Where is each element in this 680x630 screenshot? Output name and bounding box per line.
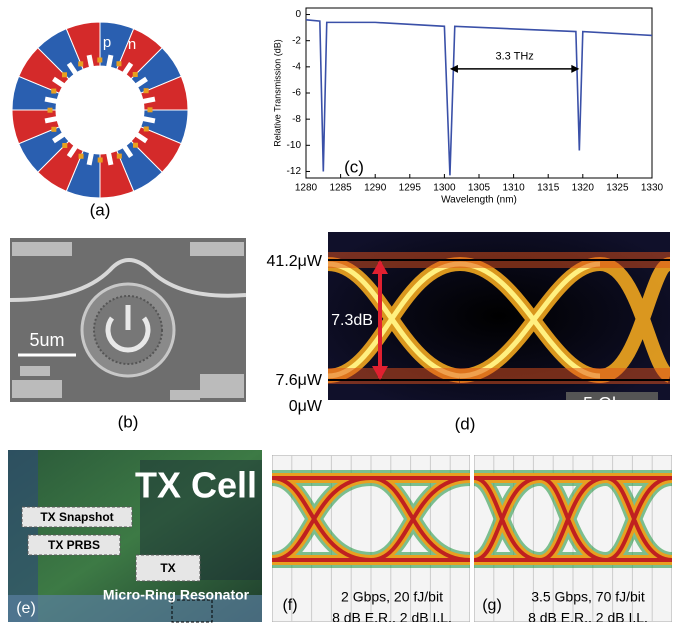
contact-pad [62, 143, 67, 148]
contact-finger [137, 117, 155, 121]
contact-finger [107, 147, 111, 165]
y-axis-label: Relative Transmission (dB) [272, 39, 282, 147]
panel-label: (b) [118, 412, 139, 431]
level-label: 41.2μW [267, 253, 323, 270]
contact-pad [48, 108, 53, 113]
eye-caption: 2 Gbps, 20 fJ/bit [341, 589, 443, 605]
spectrum-line [306, 20, 652, 176]
contact-finger [45, 99, 63, 103]
x-tick-label: 1310 [502, 183, 525, 194]
level-label: 0μW [289, 398, 323, 415]
eye-caption: 8 dB E.R., 2 dB I.L. [528, 610, 648, 625]
contact-finger [137, 99, 155, 103]
chip-title: TX Cell [135, 465, 257, 506]
x-tick-label: 1325 [606, 183, 629, 194]
y-tick-label: 0 [295, 9, 301, 20]
level-label: 7.6μW [275, 372, 322, 389]
contact-pad [133, 72, 138, 77]
panel-label: (c) [344, 157, 364, 176]
x-tick-label: 1330 [641, 183, 664, 194]
contact-finger [45, 117, 63, 121]
contact-pad [116, 61, 121, 66]
x-tick-label: 1320 [572, 183, 595, 194]
x-tick-label: 1295 [399, 183, 422, 194]
block-label: TX Snapshot [40, 510, 113, 524]
y-tick-label: -6 [292, 88, 301, 99]
panel-label: (f) [282, 597, 297, 614]
n-label: n [128, 36, 136, 53]
panel-label: (a) [90, 200, 111, 219]
contact-finger [89, 55, 93, 73]
contact-pad [79, 154, 84, 159]
contact-pad [51, 89, 56, 94]
ring-core [56, 66, 144, 154]
contact-pad [133, 143, 138, 148]
x-tick-label: 1300 [433, 183, 456, 194]
block-label: TX [160, 561, 175, 575]
contact-pad [144, 88, 149, 93]
contact-finger [89, 147, 93, 165]
figure: pn p (a) 5um (b) 41.2μW 7.6μW 0μW 7.3dB … [0, 0, 680, 625]
spectrum-chart: 1280 1285 1290 1295 1300 1305 1310 1315 1320 1325… [272, 8, 663, 206]
eye-diagram [328, 232, 670, 418]
scale-bar-label: 5um [29, 330, 64, 350]
contact-pad [51, 127, 56, 132]
panel-label: (g) [482, 597, 502, 614]
contact-pad [78, 61, 83, 66]
block-label: TX PRBS [48, 538, 100, 552]
eye-caption: 3.5 Gbps, 70 fJ/bit [531, 589, 645, 605]
annotation: 3.3 THz [495, 51, 533, 63]
x-tick-label: 1305 [468, 183, 491, 194]
plot-frame [306, 8, 652, 178]
x-axis-label: Wavelength (nm) [441, 195, 517, 206]
p-label: p [103, 34, 111, 51]
contact-pad [62, 72, 67, 77]
contact-pad [147, 107, 152, 112]
contact-pad [144, 126, 149, 131]
y-tick-label: -8 [292, 114, 301, 125]
contact-pad [97, 58, 102, 63]
ratio-label: 7.3dB [331, 312, 373, 329]
x-tick-label: 1315 [537, 183, 560, 194]
y-tick-label: -4 [292, 61, 301, 72]
panel-label: (d) [455, 414, 476, 433]
eye-caption: 8 dB E.R., 2 dB I.L. [332, 610, 452, 625]
y-tick-label: -12 [287, 166, 302, 177]
panel-label: (e) [16, 600, 36, 617]
y-tick-label: -2 [292, 35, 301, 46]
rate-label: 5 Gbps [583, 394, 641, 414]
x-tick-label: 1280 [295, 183, 318, 194]
y-tick-label: -10 [287, 140, 302, 151]
sem-image [10, 238, 246, 402]
x-tick-label: 1290 [364, 183, 387, 194]
block-label: Micro-Ring Resonator [103, 587, 250, 603]
contact-pad [117, 154, 122, 159]
x-tick-label: 1285 [329, 183, 352, 194]
contact-pad [98, 157, 103, 162]
contact-finger [107, 55, 111, 73]
